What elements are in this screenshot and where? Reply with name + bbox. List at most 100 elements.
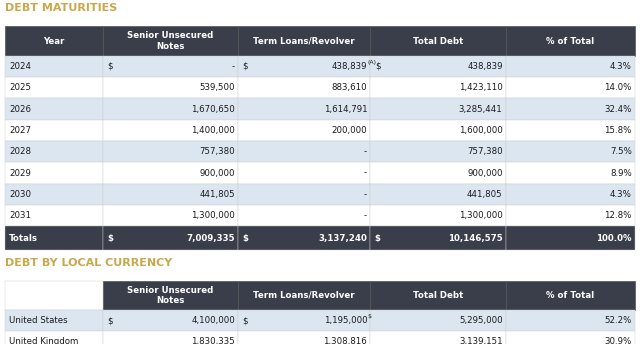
FancyBboxPatch shape: [371, 205, 506, 226]
FancyBboxPatch shape: [103, 141, 238, 162]
Text: $: $: [108, 234, 113, 243]
FancyBboxPatch shape: [371, 162, 506, 184]
Text: Term Loans/Revolver: Term Loans/Revolver: [253, 36, 355, 46]
Text: DEBT BY LOCAL CURRENCY: DEBT BY LOCAL CURRENCY: [5, 258, 172, 268]
Text: 539,500: 539,500: [200, 83, 235, 92]
Text: 4.3%: 4.3%: [610, 190, 632, 199]
Text: 100.0%: 100.0%: [596, 234, 632, 243]
Text: 900,000: 900,000: [467, 169, 502, 178]
FancyBboxPatch shape: [103, 56, 238, 77]
Text: -: -: [232, 62, 235, 71]
FancyBboxPatch shape: [238, 141, 371, 162]
FancyBboxPatch shape: [371, 331, 506, 344]
FancyBboxPatch shape: [5, 98, 103, 120]
Text: Senior Unsecured
Notes: Senior Unsecured Notes: [127, 286, 214, 305]
FancyBboxPatch shape: [371, 120, 506, 141]
Text: $: $: [243, 316, 248, 325]
FancyBboxPatch shape: [506, 120, 635, 141]
Text: Total Debt: Total Debt: [413, 291, 463, 300]
FancyBboxPatch shape: [371, 56, 506, 77]
FancyBboxPatch shape: [238, 162, 371, 184]
Text: 2028: 2028: [9, 147, 31, 156]
Text: 1,400,000: 1,400,000: [191, 126, 235, 135]
Text: 1,600,000: 1,600,000: [459, 126, 502, 135]
Text: 1,830,335: 1,830,335: [191, 337, 235, 344]
Text: 52.2%: 52.2%: [604, 316, 632, 325]
FancyBboxPatch shape: [506, 26, 635, 56]
Text: 441,805: 441,805: [467, 190, 502, 199]
FancyBboxPatch shape: [238, 226, 371, 250]
FancyBboxPatch shape: [506, 141, 635, 162]
Text: -: -: [364, 147, 367, 156]
FancyBboxPatch shape: [506, 56, 635, 77]
FancyBboxPatch shape: [103, 310, 238, 331]
Text: -: -: [364, 190, 367, 199]
FancyBboxPatch shape: [238, 205, 371, 226]
FancyBboxPatch shape: [371, 226, 506, 250]
FancyBboxPatch shape: [506, 205, 635, 226]
FancyBboxPatch shape: [506, 162, 635, 184]
FancyBboxPatch shape: [238, 310, 371, 331]
FancyBboxPatch shape: [103, 184, 238, 205]
FancyBboxPatch shape: [103, 26, 238, 56]
Text: 7,009,335: 7,009,335: [186, 234, 235, 243]
FancyBboxPatch shape: [103, 331, 238, 344]
Text: 1,300,000: 1,300,000: [191, 211, 235, 220]
Text: (A): (A): [367, 60, 376, 65]
FancyBboxPatch shape: [371, 141, 506, 162]
Text: $: $: [108, 62, 113, 71]
Text: Year: Year: [44, 36, 65, 46]
FancyBboxPatch shape: [5, 162, 103, 184]
Text: 1,670,650: 1,670,650: [191, 105, 235, 114]
Text: 15.8%: 15.8%: [604, 126, 632, 135]
Text: 4.3%: 4.3%: [610, 62, 632, 71]
Text: -: -: [364, 169, 367, 178]
Text: $: $: [243, 234, 248, 243]
FancyBboxPatch shape: [371, 98, 506, 120]
FancyBboxPatch shape: [238, 98, 371, 120]
FancyBboxPatch shape: [103, 281, 238, 310]
Text: 3,285,441: 3,285,441: [459, 105, 502, 114]
Text: 883,610: 883,610: [332, 83, 367, 92]
Text: 200,000: 200,000: [332, 126, 367, 135]
Text: 1,300,000: 1,300,000: [459, 211, 502, 220]
FancyBboxPatch shape: [5, 120, 103, 141]
FancyBboxPatch shape: [506, 281, 635, 310]
Text: $: $: [375, 234, 381, 243]
Text: 8.9%: 8.9%: [610, 169, 632, 178]
FancyBboxPatch shape: [5, 56, 103, 77]
Text: 757,380: 757,380: [467, 147, 502, 156]
FancyBboxPatch shape: [5, 310, 103, 331]
FancyBboxPatch shape: [238, 77, 371, 98]
Text: 4,100,000: 4,100,000: [191, 316, 235, 325]
Text: 12.8%: 12.8%: [604, 211, 632, 220]
Text: 3,137,240: 3,137,240: [318, 234, 367, 243]
Text: % of Total: % of Total: [547, 36, 595, 46]
FancyBboxPatch shape: [371, 26, 506, 56]
FancyBboxPatch shape: [506, 184, 635, 205]
Text: -: -: [364, 211, 367, 220]
FancyBboxPatch shape: [371, 310, 506, 331]
FancyBboxPatch shape: [371, 281, 506, 310]
FancyBboxPatch shape: [103, 77, 238, 98]
Text: 1,423,110: 1,423,110: [459, 83, 502, 92]
Text: United Kingdom: United Kingdom: [9, 337, 78, 344]
Text: 5,295,000: 5,295,000: [459, 316, 502, 325]
FancyBboxPatch shape: [506, 331, 635, 344]
Text: 2026: 2026: [9, 105, 31, 114]
FancyBboxPatch shape: [5, 226, 103, 250]
Text: Totals: Totals: [9, 234, 38, 243]
Text: 900,000: 900,000: [200, 169, 235, 178]
FancyBboxPatch shape: [238, 56, 371, 77]
Text: $: $: [243, 62, 248, 71]
FancyBboxPatch shape: [103, 98, 238, 120]
Text: 14.0%: 14.0%: [604, 83, 632, 92]
FancyBboxPatch shape: [506, 77, 635, 98]
Text: 32.4%: 32.4%: [604, 105, 632, 114]
FancyBboxPatch shape: [5, 331, 103, 344]
Text: $: $: [367, 314, 371, 319]
Text: Senior Unsecured
Notes: Senior Unsecured Notes: [127, 31, 214, 51]
FancyBboxPatch shape: [238, 331, 371, 344]
Text: 438,839: 438,839: [332, 62, 367, 71]
Text: Total Debt: Total Debt: [413, 36, 463, 46]
